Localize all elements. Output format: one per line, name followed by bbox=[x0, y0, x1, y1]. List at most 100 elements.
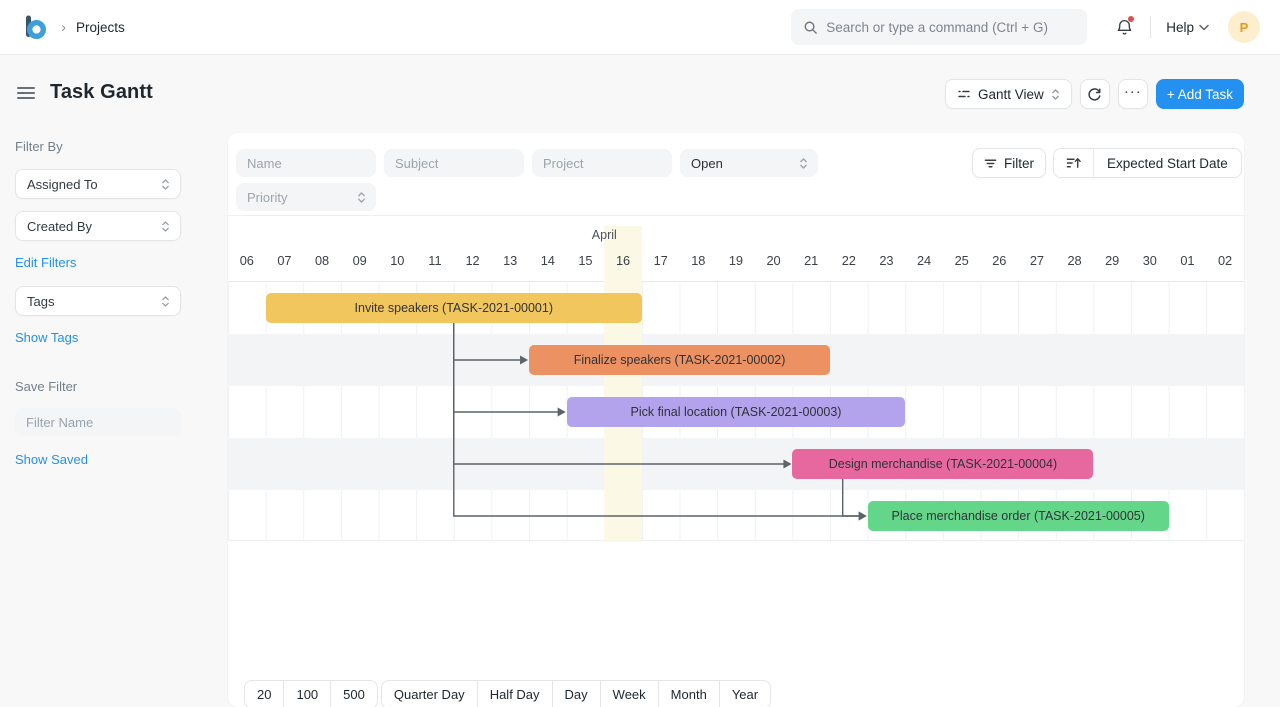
task-bar[interactable]: Pick final location (TASK-2021-00003) bbox=[566, 397, 906, 427]
page-size-button[interactable]: 20 bbox=[244, 680, 285, 707]
priority-placeholder: Priority bbox=[247, 189, 288, 205]
priority-select[interactable]: Priority bbox=[236, 183, 376, 211]
view-selector-label: Gantt View bbox=[978, 86, 1044, 102]
filter-button-label: Filter bbox=[1004, 155, 1034, 171]
app-logo[interactable] bbox=[22, 14, 49, 41]
assigned-to-select[interactable]: Assigned To bbox=[15, 169, 181, 199]
select-caret-icon bbox=[161, 178, 170, 191]
page-size-button[interactable]: 500 bbox=[330, 680, 378, 707]
status-select[interactable]: Open bbox=[680, 149, 818, 177]
date-tick: 20 bbox=[766, 253, 781, 268]
more-options-button[interactable]: ··· bbox=[1117, 79, 1148, 109]
filter-button[interactable]: Filter bbox=[972, 148, 1046, 178]
search-icon bbox=[803, 20, 818, 35]
help-dropdown[interactable]: Help bbox=[1166, 20, 1209, 35]
name-filter-input[interactable] bbox=[236, 149, 376, 177]
view-mode-button[interactable]: Year bbox=[718, 680, 772, 707]
created-by-label: Created By bbox=[27, 218, 93, 234]
assigned-to-label: Assigned To bbox=[27, 176, 98, 192]
ellipsis-icon: ··· bbox=[1123, 82, 1142, 100]
date-tick: 10 bbox=[390, 253, 405, 268]
task-bar-label: Place merchandise order (TASK-2021-00005… bbox=[891, 509, 1145, 523]
select-caret-icon bbox=[161, 220, 170, 233]
filter-sidebar: Filter By Assigned To Created By Edit Fi… bbox=[15, 133, 181, 469]
notifications-bell-icon[interactable] bbox=[1113, 16, 1135, 38]
date-tick: 25 bbox=[954, 253, 969, 268]
task-bar[interactable]: Place merchandise order (TASK-2021-00005… bbox=[867, 501, 1169, 531]
task-bar[interactable]: Design merchandise (TASK-2021-00004) bbox=[792, 449, 1094, 479]
task-bar[interactable]: Finalize speakers (TASK-2021-00002) bbox=[529, 345, 831, 375]
show-tags-link[interactable]: Show Tags bbox=[15, 330, 79, 345]
date-tick: 02 bbox=[1217, 253, 1233, 268]
select-caret-icon bbox=[799, 157, 808, 170]
menu-icon[interactable] bbox=[15, 83, 37, 103]
date-tick: 24 bbox=[916, 253, 932, 268]
created-by-select[interactable]: Created By bbox=[15, 211, 181, 241]
date-tick: 15 bbox=[578, 253, 593, 268]
task-bar-label: Finalize speakers (TASK-2021-00002) bbox=[573, 353, 786, 367]
date-tick: 17 bbox=[653, 253, 668, 268]
view-mode-button[interactable]: Day bbox=[551, 680, 601, 707]
navbar: › Projects Help P bbox=[0, 0, 1280, 55]
edit-filters-link[interactable]: Edit Filters bbox=[15, 255, 77, 270]
task-bar-label: Pick final location (TASK-2021-00003) bbox=[630, 405, 842, 419]
month-label: April bbox=[591, 228, 617, 242]
view-mode-button[interactable]: Month bbox=[657, 680, 720, 707]
view-mode-button[interactable]: Quarter Day bbox=[380, 680, 478, 707]
filter-by-label: Filter By bbox=[15, 139, 63, 154]
tags-select[interactable]: Tags bbox=[15, 286, 181, 316]
date-tick: 27 bbox=[1029, 253, 1045, 268]
refresh-button[interactable] bbox=[1079, 79, 1110, 109]
date-tick: 09 bbox=[352, 253, 367, 268]
global-search[interactable] bbox=[791, 9, 1088, 45]
task-bar-label: Design merchandise (TASK-2021-00004) bbox=[828, 457, 1058, 471]
add-task-button[interactable]: + Add Task bbox=[1155, 79, 1244, 109]
subject-filter-input[interactable] bbox=[384, 149, 524, 177]
date-tick: 14 bbox=[540, 253, 555, 268]
sort-control: Expected Start Date bbox=[1053, 148, 1242, 178]
gantt-card: Open Priority Filter Expected Start Date… bbox=[228, 133, 1244, 707]
notification-dot bbox=[1128, 16, 1135, 22]
date-tick: 06 bbox=[239, 253, 254, 268]
list-view-icon bbox=[957, 87, 971, 101]
date-tick: 11 bbox=[428, 253, 442, 268]
date-tick: 12 bbox=[465, 253, 480, 268]
view-mode-group: Quarter Day Half Day Day Week Month Year bbox=[380, 680, 772, 707]
select-caret-icon bbox=[1051, 88, 1060, 101]
user-avatar[interactable]: P bbox=[1228, 11, 1260, 43]
select-caret-icon bbox=[357, 191, 366, 204]
chevron-down-icon bbox=[1199, 24, 1209, 31]
status-value: Open bbox=[691, 155, 723, 171]
task-bar[interactable]: Invite speakers (TASK-2021-00001) bbox=[265, 293, 642, 323]
date-tick: 22 bbox=[841, 253, 856, 268]
view-mode-button[interactable]: Week bbox=[599, 680, 659, 707]
gantt-toolbar: 20 100 500 Quarter Day Half Day Day Week… bbox=[244, 680, 772, 707]
date-tick: 16 bbox=[615, 253, 631, 268]
date-tick: 08 bbox=[314, 253, 330, 268]
sort-field-button[interactable]: Expected Start Date bbox=[1107, 155, 1228, 171]
card-divider bbox=[228, 215, 1244, 216]
search-input[interactable] bbox=[826, 19, 1076, 35]
help-label: Help bbox=[1166, 19, 1194, 35]
filter-name-input[interactable] bbox=[15, 408, 181, 436]
today-highlight bbox=[604, 226, 642, 542]
date-tick: 21 bbox=[804, 253, 819, 268]
tags-label: Tags bbox=[27, 293, 55, 309]
page-size-button[interactable]: 100 bbox=[283, 680, 332, 707]
breadcrumb[interactable]: Projects bbox=[76, 19, 125, 35]
sort-direction-icon[interactable] bbox=[1054, 149, 1094, 177]
view-mode-button[interactable]: Half Day bbox=[476, 680, 553, 707]
project-filter-input[interactable] bbox=[532, 149, 672, 177]
dependency-arrows bbox=[453, 323, 867, 521]
show-saved-link[interactable]: Show Saved bbox=[15, 452, 88, 467]
date-tick: 29 bbox=[1105, 253, 1120, 268]
gantt-chart: Invite speakers (TASK-2021-00001) Finali… bbox=[228, 226, 1244, 542]
task-bar-label: Invite speakers (TASK-2021-00001) bbox=[354, 301, 553, 315]
view-selector-button[interactable]: Gantt View bbox=[945, 79, 1072, 109]
gantt-date-axis: 06 07 08 09 10 11 12 13 14 15 16 17 18 1… bbox=[228, 253, 1244, 268]
save-filter-label: Save Filter bbox=[15, 379, 78, 394]
date-tick: 28 bbox=[1067, 253, 1082, 268]
date-tick: 13 bbox=[503, 253, 518, 268]
date-tick: 26 bbox=[992, 253, 1007, 268]
date-tick: 23 bbox=[879, 253, 894, 268]
